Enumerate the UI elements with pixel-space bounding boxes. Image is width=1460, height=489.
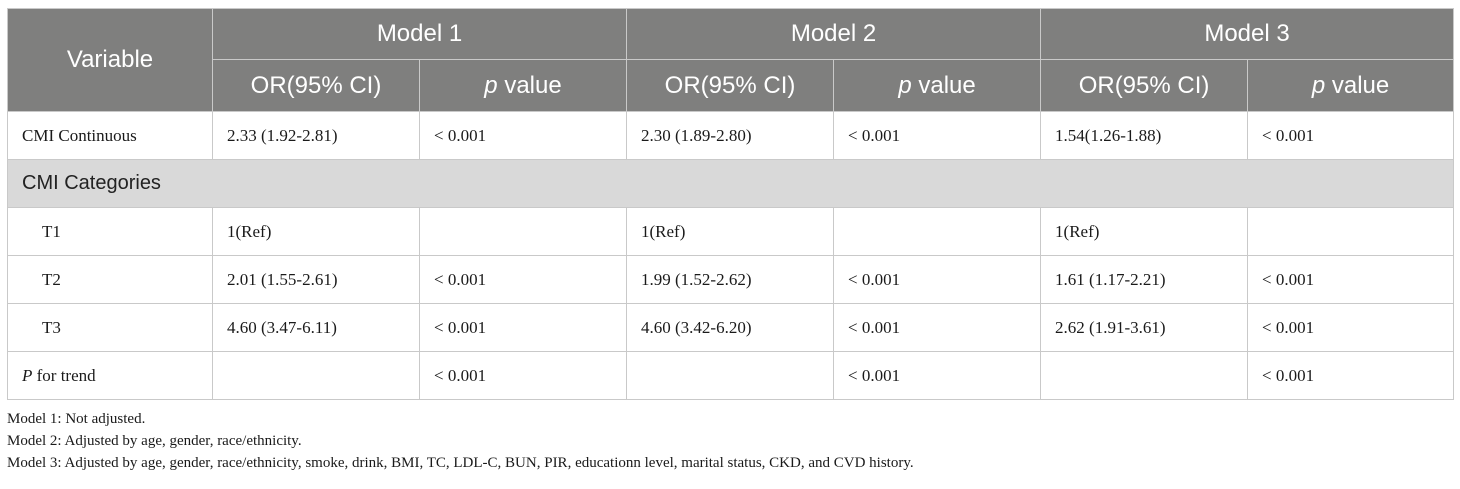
header-p-value: p value: [1247, 59, 1455, 112]
header-model-1: Model 1: [211, 8, 628, 60]
header-row-measures: OR(95% CI) p value OR(95% CI) p value OR…: [8, 59, 1455, 112]
header-model-3: Model 3: [1040, 8, 1455, 60]
header-or-ci: OR(95% CI): [626, 59, 835, 112]
table-cell: 4.60 (3.42-6.20): [626, 303, 835, 352]
header-model-2: Model 2: [626, 8, 1042, 60]
trend-p-italic: P: [22, 365, 33, 385]
header-row-models: Variable Model 1 Model 2 Model 3: [7, 8, 1455, 112]
table-cell: 4.60 (3.47-6.11): [212, 303, 420, 352]
footnote-model-2: Model 2: Adjusted by age, gender, race/e…: [7, 433, 302, 449]
table-cell: < 0.001: [833, 255, 1042, 304]
table-row-p-for-trend: P for trend < 0.001 < 0.001 < 0.001: [7, 351, 1455, 400]
table-cell: 1.61 (1.17-2.21): [1040, 255, 1249, 304]
table-cell: 1.99 (1.52-2.62): [626, 255, 835, 304]
table-row-cmi-categories: CMI Categories: [6, 159, 1455, 208]
trend-label-suffix: for trend: [32, 365, 96, 385]
table-row-t3: T3 4.60 (3.47-6.11) < 0.001 4.60 (3.42-6…: [7, 303, 1455, 352]
table-cell: 1(Ref): [626, 207, 835, 256]
table-cell: < 0.001: [1247, 111, 1455, 160]
p-value-suffix: value: [1325, 71, 1390, 99]
table-footnotes: Model 1: Not adjusted. Model 2: Adjusted…: [7, 408, 1453, 474]
p-value-suffix: value: [911, 71, 976, 99]
row-label: T1: [7, 207, 213, 256]
table-cell: [833, 207, 1042, 256]
table-cell: < 0.001: [833, 111, 1042, 160]
category-label: CMI Categories: [6, 159, 1455, 208]
table-cell: < 0.001: [1247, 303, 1455, 352]
table-cell: < 0.001: [418, 111, 628, 160]
table-cell: < 0.001: [1247, 351, 1455, 400]
row-label: P for trend: [7, 351, 213, 400]
footnote-model-3: Model 3: Adjusted by age, gender, race/e…: [7, 455, 914, 471]
p-italic: p: [1311, 71, 1326, 99]
table-row-t1: T1 1(Ref) 1(Ref) 1(Ref): [7, 207, 1455, 256]
table-cell: 1(Ref): [212, 207, 420, 256]
table-cell: [212, 351, 420, 400]
table-cell: [626, 351, 835, 400]
table-cell: < 0.001: [833, 351, 1042, 400]
header-p-value: p value: [418, 59, 628, 112]
odds-ratio-table: Variable Model 1 Model 2 Model 3 OR(95% …: [6, 8, 1455, 400]
table-cell: 2.62 (1.91-3.61): [1040, 303, 1249, 352]
header-variable: Variable: [7, 8, 213, 112]
table-row-cmi-continuous: CMI Continuous 2.33 (1.92-2.81) < 0.001 …: [7, 111, 1455, 160]
footnote-model-1: Model 1: Not adjusted.: [7, 411, 146, 427]
header-or-ci: OR(95% CI): [212, 59, 420, 112]
table-cell: < 0.001: [418, 255, 628, 304]
row-label: T3: [7, 303, 213, 352]
row-label: T2: [7, 255, 213, 304]
table-cell: 1.54(1.26-1.88): [1040, 111, 1249, 160]
header-p-value: p value: [833, 59, 1042, 112]
table-cell: [418, 207, 628, 256]
p-italic: p: [898, 71, 912, 99]
table-cell: < 0.001: [418, 351, 628, 400]
table-cell: < 0.001: [833, 303, 1042, 352]
header-or-ci: OR(95% CI): [1040, 59, 1249, 112]
p-value-suffix: value: [497, 71, 562, 99]
p-italic: p: [484, 71, 498, 99]
table-cell: [1247, 207, 1455, 256]
table-cell: < 0.001: [1247, 255, 1455, 304]
row-label: CMI Continuous: [7, 111, 213, 160]
table-cell: < 0.001: [418, 303, 628, 352]
table-cell: 2.33 (1.92-2.81): [212, 111, 420, 160]
table-row-t2: T2 2.01 (1.55-2.61) < 0.001 1.99 (1.52-2…: [7, 255, 1455, 304]
table-cell: [1040, 351, 1249, 400]
table-cell: 2.30 (1.89-2.80): [626, 111, 835, 160]
results-table-container: Variable Model 1 Model 2 Model 3 OR(95% …: [6, 8, 1455, 474]
table-cell: 2.01 (1.55-2.61): [212, 255, 420, 304]
table-cell: 1(Ref): [1040, 207, 1249, 256]
